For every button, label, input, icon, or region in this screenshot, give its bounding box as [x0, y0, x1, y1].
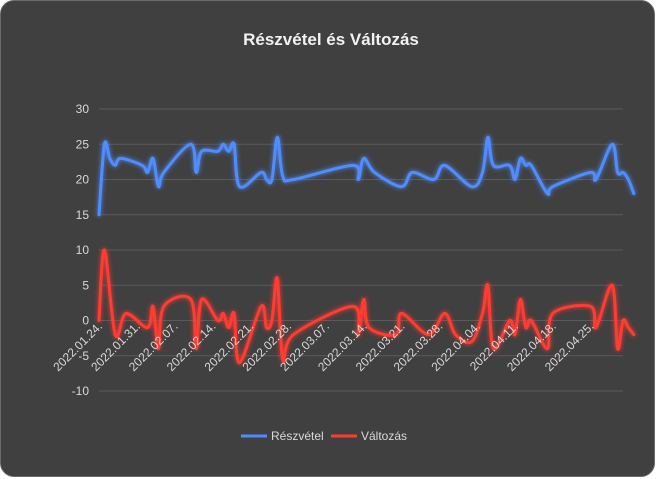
y-tick-label--10: -10	[72, 384, 90, 398]
x-axis-ticks: 2022.01.24.2022.01.31.2022.02.07.2022.02…	[50, 319, 596, 374]
legend-label-reszvetel: Részvétel	[271, 429, 324, 443]
y-axis-ticks: -10 -5 0 5 10 15 20 25 30	[72, 102, 90, 398]
series-lines	[97, 135, 636, 365]
y-tick-label-0: 0	[82, 314, 89, 328]
legend-item-valtozas: Változás	[331, 429, 407, 443]
y-tick-label--5: -5	[78, 349, 89, 363]
y-tick-label-15: 15	[76, 208, 90, 222]
series-line-valtozas	[97, 248, 636, 365]
series-line-reszvetel-points	[98, 136, 636, 217]
y-tick-label-25: 25	[76, 137, 90, 151]
legend-label-valtozas: Változás	[361, 429, 407, 443]
y-tick-label-30: 30	[76, 102, 90, 116]
legend: Részvétel Változás	[241, 429, 407, 443]
gridlines	[99, 108, 623, 392]
series-line-valtozas-points	[98, 249, 636, 365]
chart-title: Részvétel és Változás	[243, 30, 419, 49]
y-tick-label-20: 20	[76, 173, 90, 187]
legend-item-reszvetel: Részvétel	[241, 429, 324, 443]
y-tick-label-10: 10	[76, 243, 90, 257]
y-tick-label-5: 5	[82, 278, 89, 292]
series-line-reszvetel	[97, 135, 636, 217]
